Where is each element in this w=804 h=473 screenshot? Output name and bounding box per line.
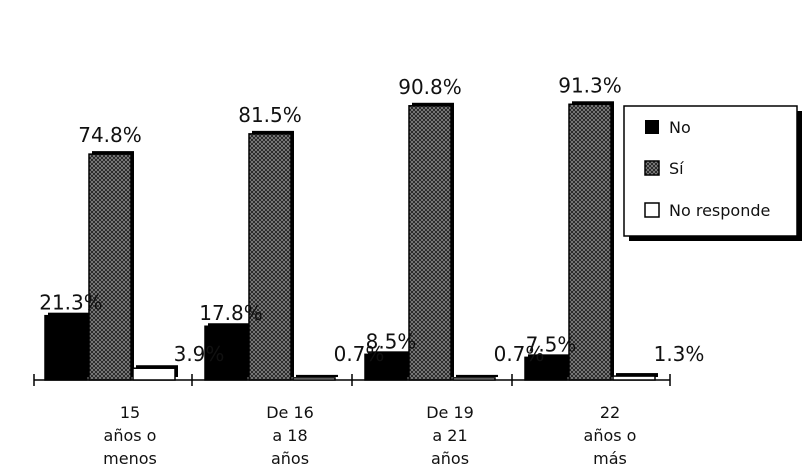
value-label-1-1: 81.5% xyxy=(238,103,302,127)
value-label-0-0: 21.3% xyxy=(39,291,103,315)
bar-no-responde-0 xyxy=(132,367,176,381)
bar-no-responde-3 xyxy=(612,375,656,381)
category-label-3-0: 22 xyxy=(600,403,620,422)
value-label-1-3: 91.3% xyxy=(558,73,622,97)
legend: No Sí No responde xyxy=(623,105,802,241)
bar-shadow-2-1 xyxy=(296,374,338,377)
category-label-2-0: De 19 xyxy=(426,403,474,422)
category-labels-group: 15 años o menos De 16 a 18 años De 19 a 21 años 2… xyxy=(103,403,636,468)
legend-label-no-responde: No responde xyxy=(669,201,770,220)
bar-shadow-2-3 xyxy=(616,373,658,377)
bar-shadow-2-2 xyxy=(456,374,498,377)
bar-no-0 xyxy=(44,314,88,381)
category-label-1-1: a 18 xyxy=(272,426,307,445)
category-label-1-0: De 16 xyxy=(266,403,314,422)
bar-no-responde-1 xyxy=(292,377,336,381)
category-label-0-1: años o xyxy=(104,426,157,445)
legend-label-si: Sí xyxy=(669,159,684,178)
bar-no-1 xyxy=(204,325,248,381)
legend-swatch-si xyxy=(644,160,660,176)
bar-sí-1 xyxy=(248,133,292,381)
bar-no-responde-2 xyxy=(452,377,496,381)
category-label-0-0: 15 xyxy=(120,403,140,422)
value-label-2-1: 0.7% xyxy=(334,342,385,366)
bars-group xyxy=(44,101,658,381)
category-label-3-1: años o xyxy=(584,426,637,445)
value-label-2-3: 1.3% xyxy=(654,342,705,366)
value-label-0-3: 7.5% xyxy=(526,332,577,356)
category-label-2-1: a 21 xyxy=(432,426,467,445)
category-label-0-2: menos xyxy=(103,449,157,468)
value-label-2-0: 3.9% xyxy=(174,342,225,366)
value-label-2-2: 0.7% xyxy=(494,342,545,366)
bar-sí-2 xyxy=(408,105,452,381)
value-labels-group: 21.3% 17.8% 8.5% 7.5% 74.8% 81.5% 90.8% 91.3% 3.… xyxy=(39,73,704,366)
bar-sí-3 xyxy=(568,103,612,381)
bar-sí-0 xyxy=(88,153,132,381)
category-label-3-2: más xyxy=(593,449,627,468)
category-label-1-2: años xyxy=(271,449,309,468)
value-label-1-2: 90.8% xyxy=(398,75,462,99)
value-label-0-1: 17.8% xyxy=(199,301,263,325)
value-label-1-0: 74.8% xyxy=(78,123,142,147)
category-label-2-2: años xyxy=(431,449,469,468)
value-label-0-2: 8.5% xyxy=(366,329,417,353)
bar-no-3 xyxy=(524,356,568,381)
legend-label-no: No xyxy=(669,118,691,137)
bar-no-2 xyxy=(364,353,408,381)
legend-swatch-no xyxy=(645,120,659,134)
legend-swatch-no-responde xyxy=(644,202,660,218)
